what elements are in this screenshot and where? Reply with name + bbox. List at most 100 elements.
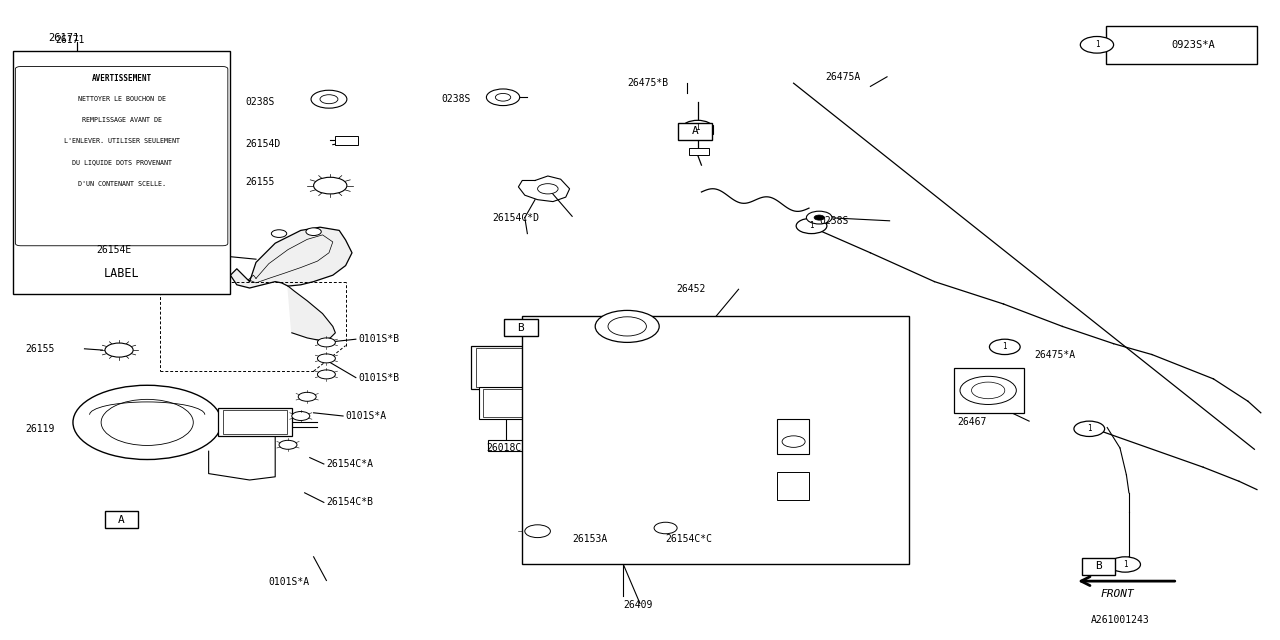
Circle shape xyxy=(317,370,335,379)
Bar xyxy=(335,136,358,145)
Bar xyxy=(483,389,526,417)
Circle shape xyxy=(279,440,297,449)
Bar xyxy=(13,51,230,294)
Bar xyxy=(777,472,809,500)
Text: 1: 1 xyxy=(1087,424,1092,433)
Bar xyxy=(678,123,712,140)
Text: 26153A: 26153A xyxy=(572,534,608,544)
Bar xyxy=(471,346,538,389)
Text: AVERTISSEMENT: AVERTISSEMENT xyxy=(92,74,151,83)
Circle shape xyxy=(306,228,321,236)
Text: B: B xyxy=(517,323,525,333)
Polygon shape xyxy=(576,387,717,534)
Text: 26154E: 26154E xyxy=(96,244,132,255)
Circle shape xyxy=(101,399,193,445)
Circle shape xyxy=(814,215,824,220)
Circle shape xyxy=(271,230,287,237)
Bar xyxy=(777,419,809,454)
Circle shape xyxy=(989,339,1020,355)
Circle shape xyxy=(1074,421,1105,436)
Polygon shape xyxy=(717,358,781,534)
Text: 26475*A: 26475*A xyxy=(1034,350,1075,360)
Text: 0238S: 0238S xyxy=(442,94,471,104)
Bar xyxy=(479,387,530,419)
Bar xyxy=(1106,26,1257,64)
Text: 1: 1 xyxy=(809,221,814,230)
Bar xyxy=(504,319,538,336)
Bar xyxy=(218,408,292,436)
Text: 1: 1 xyxy=(1094,40,1100,49)
Circle shape xyxy=(73,385,221,460)
Text: B: B xyxy=(1094,561,1102,572)
Text: A261001243: A261001243 xyxy=(1091,614,1149,625)
Text: 26171: 26171 xyxy=(55,35,84,45)
Circle shape xyxy=(317,354,335,363)
Bar xyxy=(689,148,709,155)
Text: 26452: 26452 xyxy=(676,284,705,294)
Text: 26171: 26171 xyxy=(49,33,79,44)
Text: 26155: 26155 xyxy=(26,344,55,354)
Bar xyxy=(685,125,713,134)
Text: 0101S*B: 0101S*B xyxy=(358,372,399,383)
Text: 26154C*B: 26154C*B xyxy=(326,497,374,508)
Circle shape xyxy=(796,218,827,234)
Polygon shape xyxy=(230,227,352,288)
Text: REMPLISSAGE AVANT DE: REMPLISSAGE AVANT DE xyxy=(82,117,161,124)
Circle shape xyxy=(525,525,550,538)
Circle shape xyxy=(806,211,832,224)
Circle shape xyxy=(317,338,335,347)
Text: 26018C: 26018C xyxy=(486,443,522,453)
Text: 26467: 26467 xyxy=(957,417,987,428)
Circle shape xyxy=(105,343,133,357)
Circle shape xyxy=(486,89,520,106)
Text: 26154D: 26154D xyxy=(246,139,282,149)
Polygon shape xyxy=(288,286,335,340)
Circle shape xyxy=(654,522,677,534)
Text: 0101S*A: 0101S*A xyxy=(346,411,387,421)
Text: 26154C*D: 26154C*D xyxy=(493,212,540,223)
Circle shape xyxy=(623,374,644,384)
Bar xyxy=(488,440,524,451)
Text: 26155: 26155 xyxy=(246,177,275,188)
Text: 0923S*A: 0923S*A xyxy=(1171,40,1216,50)
Bar xyxy=(223,410,287,434)
Text: 26154C*A: 26154C*A xyxy=(326,459,374,469)
Text: 0101S*B: 0101S*B xyxy=(358,334,399,344)
Circle shape xyxy=(292,412,310,420)
Circle shape xyxy=(960,376,1016,404)
Text: 26119: 26119 xyxy=(26,424,55,434)
Circle shape xyxy=(972,382,1005,399)
Circle shape xyxy=(608,317,646,336)
Text: 26154C*C: 26154C*C xyxy=(666,534,713,544)
Text: L'ENLEVER. UTILISER SEULEMENT: L'ENLEVER. UTILISER SEULEMENT xyxy=(64,138,179,145)
Text: DU LIQUIDE DOTS PROVENANT: DU LIQUIDE DOTS PROVENANT xyxy=(72,159,172,166)
Bar xyxy=(476,348,532,387)
Circle shape xyxy=(595,310,659,342)
Text: 0101S*A: 0101S*A xyxy=(269,577,310,588)
Circle shape xyxy=(311,90,347,108)
Bar xyxy=(1082,558,1115,575)
Text: NETTOYER LE BOUCHON DE: NETTOYER LE BOUCHON DE xyxy=(78,96,165,102)
Text: 1: 1 xyxy=(695,124,700,132)
Text: 26409: 26409 xyxy=(623,600,653,610)
Text: A: A xyxy=(118,515,125,525)
Text: 0238S: 0238S xyxy=(819,216,849,226)
Text: 26475A: 26475A xyxy=(826,72,861,82)
Circle shape xyxy=(782,436,805,447)
Circle shape xyxy=(682,120,713,136)
Text: LABEL: LABEL xyxy=(104,268,140,280)
Bar xyxy=(105,511,138,528)
Circle shape xyxy=(1080,36,1114,53)
Circle shape xyxy=(314,177,347,194)
Circle shape xyxy=(1110,557,1140,572)
Circle shape xyxy=(538,184,558,194)
Text: A: A xyxy=(691,126,699,136)
Text: 1: 1 xyxy=(1123,560,1128,569)
Polygon shape xyxy=(576,358,781,387)
FancyBboxPatch shape xyxy=(15,67,228,246)
Text: D'UN CONTENANT SCELLE.: D'UN CONTENANT SCELLE. xyxy=(78,180,165,187)
Text: 0238S: 0238S xyxy=(246,97,275,108)
Circle shape xyxy=(320,95,338,104)
Bar xyxy=(954,368,1024,413)
Circle shape xyxy=(298,392,316,401)
